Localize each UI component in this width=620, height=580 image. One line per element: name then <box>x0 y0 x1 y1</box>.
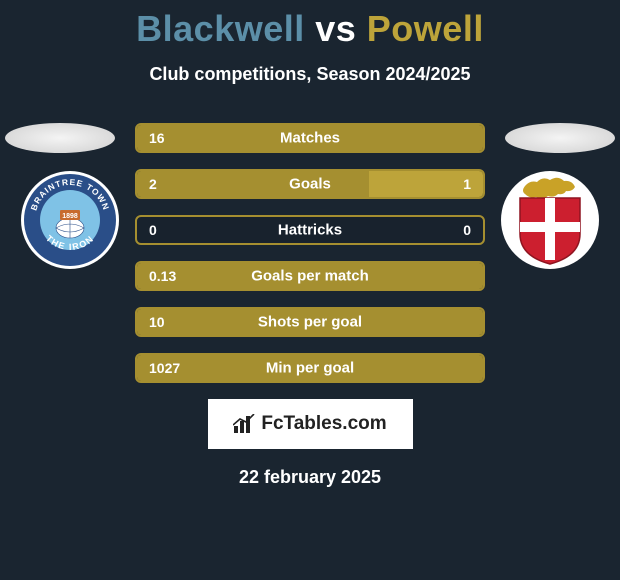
shield-cross-h <box>520 222 580 232</box>
stat-row: 2 1 Goals <box>135 169 485 199</box>
stat-value-left: 0 <box>149 222 157 238</box>
stats-container: 16 Matches 2 1 Goals 0 0 Hattricks 0.13 Goals per… <box>135 123 485 383</box>
stat-label: Min per goal <box>266 360 354 377</box>
stat-fill-left <box>137 171 369 197</box>
date: 22 february 2025 <box>0 467 620 488</box>
stat-row: 16 Matches <box>135 123 485 153</box>
stat-label: Shots per goal <box>258 314 362 331</box>
stat-row: 0.13 Goals per match <box>135 261 485 291</box>
watermark: FcTables.com <box>208 399 413 449</box>
stat-value-left: 1027 <box>149 360 180 376</box>
stat-value-left: 16 <box>149 130 165 146</box>
title: Blackwell vs Powell <box>0 8 620 50</box>
badge-est: 1898 <box>62 213 78 220</box>
stat-value-left: 0.13 <box>149 268 176 284</box>
stat-label: Goals <box>289 176 331 193</box>
title-player2: Powell <box>367 8 484 49</box>
bars-icon <box>233 414 255 434</box>
stat-row: 10 Shots per goal <box>135 307 485 337</box>
club-badge-right <box>500 170 600 270</box>
club-badge-left: BRAINTREE TOWN THE IRON 1898 <box>20 170 120 270</box>
player2-avatar-placeholder <box>505 123 615 153</box>
stat-value-right: 0 <box>463 222 471 238</box>
watermark-text: FcTables.com <box>261 413 386 435</box>
club-badge-right-svg <box>500 170 600 270</box>
subtitle: Club competitions, Season 2024/2025 <box>0 64 620 85</box>
stat-row: 1027 Min per goal <box>135 353 485 383</box>
stat-label: Matches <box>280 130 340 147</box>
stat-value-right: 1 <box>463 176 471 192</box>
title-player1: Blackwell <box>136 8 305 49</box>
stat-row: 0 0 Hattricks <box>135 215 485 245</box>
stat-label: Goals per match <box>251 268 369 285</box>
infographic-root: Blackwell vs Powell Club competitions, S… <box>0 0 620 580</box>
player1-avatar-placeholder <box>5 123 115 153</box>
stat-value-left: 10 <box>149 314 165 330</box>
club-badge-left-svg: BRAINTREE TOWN THE IRON 1898 <box>20 170 120 270</box>
title-vs: vs <box>305 8 367 49</box>
stat-value-left: 2 <box>149 176 157 192</box>
stat-label: Hattricks <box>278 222 342 239</box>
